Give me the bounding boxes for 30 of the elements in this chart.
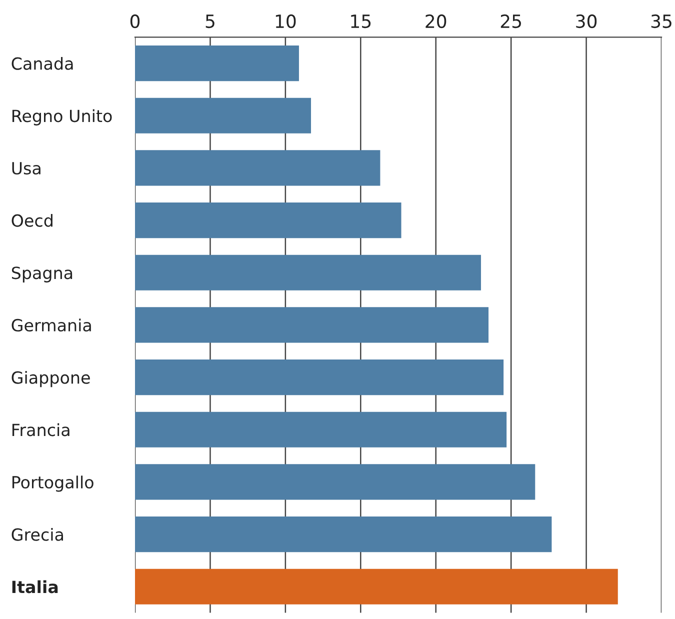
- bar: [135, 412, 507, 448]
- bar: [135, 516, 552, 552]
- x-tick-label: 25: [500, 14, 521, 28]
- bar: [135, 46, 299, 82]
- bar: [135, 464, 536, 500]
- bar: [135, 254, 481, 290]
- y-tick-label: Italia: [12, 580, 58, 594]
- bar: [135, 150, 380, 186]
- bar: [135, 98, 311, 134]
- y-tick-label: Portogallo: [12, 476, 94, 492]
- y-tick-label: Regno Unito: [12, 109, 112, 126]
- bar: [135, 307, 489, 343]
- y-tick-label: Oecd: [12, 214, 52, 227]
- y-tick-label: Grecia: [12, 528, 63, 541]
- bar: [135, 568, 618, 604]
- x-tick-label: 0: [130, 14, 140, 28]
- x-tick-label: 5: [206, 14, 214, 28]
- bar: [135, 202, 402, 238]
- y-tick-label: Giappone: [12, 370, 90, 388]
- x-tick-label: 30: [576, 14, 597, 28]
- x-tick-label: 20: [426, 14, 446, 28]
- x-tick-label: 35: [651, 14, 672, 28]
- y-tick-label: Canada: [12, 56, 73, 70]
- x-tick-label: 15: [351, 14, 371, 28]
- y-tick-label: Usa: [12, 162, 40, 175]
- y-tick-label: Francia: [12, 423, 70, 436]
- y-tick-label: Spagna: [12, 266, 72, 282]
- x-tick-label: 10: [276, 14, 296, 28]
- y-tick-label: Germania: [12, 318, 91, 332]
- bar: [135, 360, 504, 396]
